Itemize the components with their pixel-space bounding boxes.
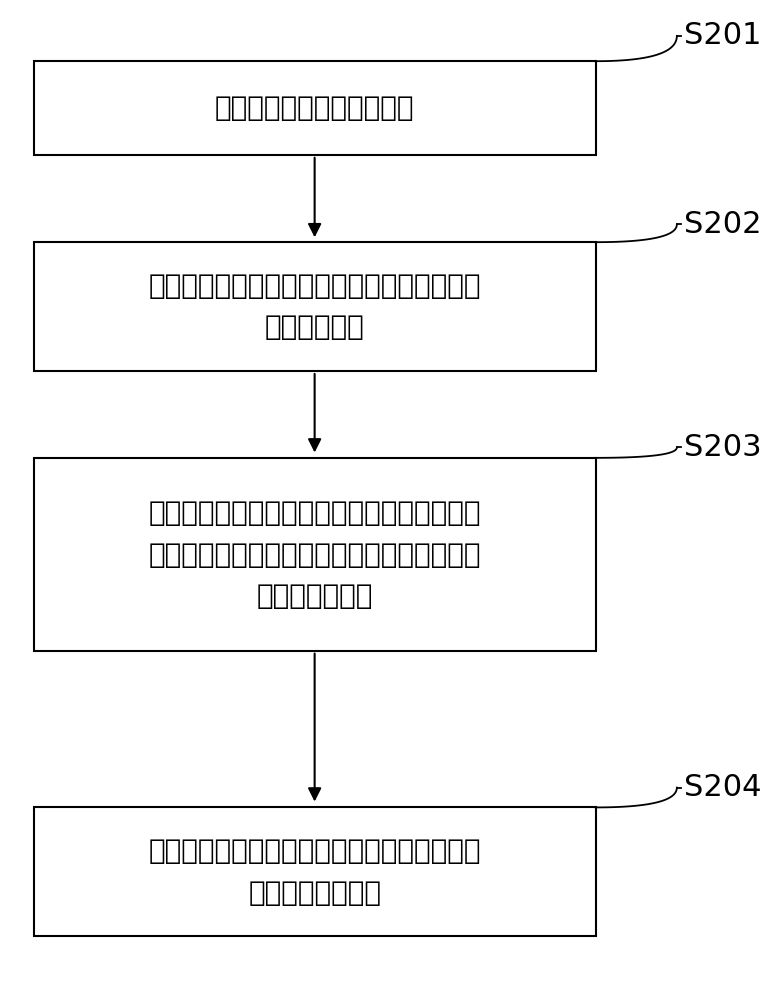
Text: 所述最優充电设备: 所述最優充电设备 — [248, 879, 382, 907]
Text: 备的位置信息计算所述机器人与各个第一充电: 备的位置信息计算所述机器人与各个第一充电 — [148, 541, 481, 569]
Text: S204: S204 — [685, 773, 761, 802]
Text: S201: S201 — [685, 21, 761, 50]
Bar — [33, 807, 595, 936]
Text: S202: S202 — [685, 210, 761, 239]
Text: 备的位置信息: 备的位置信息 — [265, 313, 364, 341]
Bar — [33, 242, 595, 371]
Text: 将距离所述机器人最近的第一充电设备确定为: 将距离所述机器人最近的第一充电设备确定为 — [148, 837, 481, 865]
Bar — [33, 61, 595, 155]
Bar — [33, 458, 595, 651]
Text: 获取所述机器人的位置信息: 获取所述机器人的位置信息 — [215, 94, 414, 122]
Text: S203: S203 — [685, 433, 762, 462]
Text: 根据所述机器人的位置信息及各个第一充电设: 根据所述机器人的位置信息及各个第一充电设 — [148, 499, 481, 527]
Text: 从所述充电设备数据库中获取各个第一充电设: 从所述充电设备数据库中获取各个第一充电设 — [148, 272, 481, 300]
Text: 设备之间的距离: 设备之间的距离 — [256, 582, 373, 610]
